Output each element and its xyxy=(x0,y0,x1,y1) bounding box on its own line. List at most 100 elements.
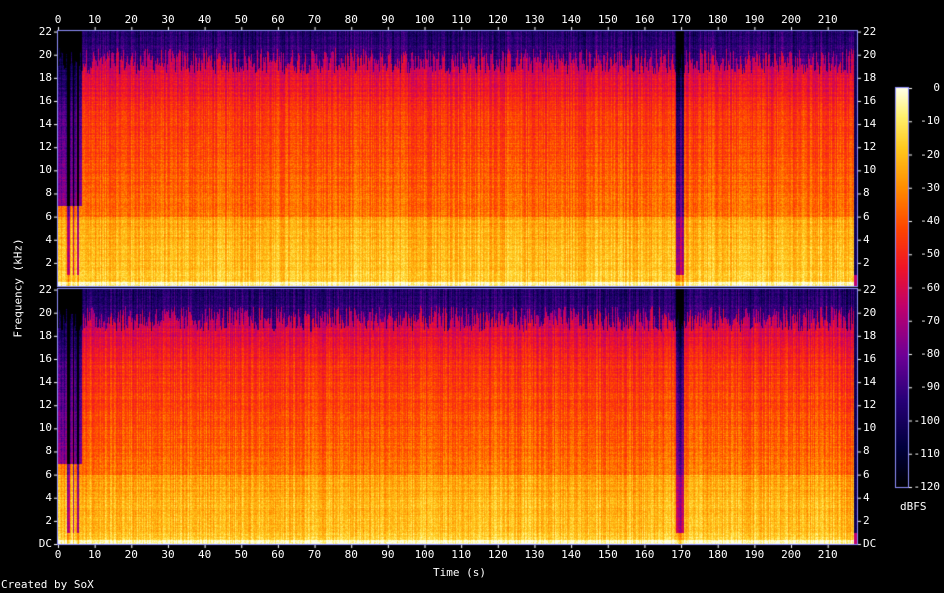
y-tick-label-left: 4 xyxy=(45,490,52,504)
x-tick-label-bottom: 80 xyxy=(344,548,358,561)
x-tick-label-top: 120 xyxy=(487,13,508,26)
y-tick-label-left: 2 xyxy=(45,513,52,527)
y-tick-label-left: 4 xyxy=(45,232,52,246)
y-tick-label-right: 6 xyxy=(863,467,870,481)
x-tick-label-bottom: 90 xyxy=(381,548,395,561)
y-tick-label-right: 8 xyxy=(863,186,870,200)
x-tick-label-top: 180 xyxy=(707,13,728,26)
y-tick-label-right: 10 xyxy=(863,421,877,435)
colorbar-tick-label: -100 xyxy=(913,413,941,427)
x-tick-label-bottom: 40 xyxy=(197,548,212,561)
x-tick-label-top: 50 xyxy=(234,13,248,26)
y-tick-label-right: 10 xyxy=(863,163,877,177)
y-tick-label-right: 20 xyxy=(863,47,877,61)
x-tick-label-top: 200 xyxy=(781,13,801,26)
x-axis-label: Time (s) xyxy=(433,566,486,579)
y-tick-label-left: 10 xyxy=(38,421,52,435)
colorbar-tick-label: -30 xyxy=(920,180,940,194)
x-tick-label-top: 210 xyxy=(817,13,838,26)
x-tick-label-bottom: 10 xyxy=(88,548,102,561)
colorbar-tick-label: -50 xyxy=(920,247,940,261)
y-tick-label-left: 8 xyxy=(45,186,52,200)
x-tick-label-top: 80 xyxy=(344,13,358,26)
y-tick-label-left: 22 xyxy=(38,24,52,38)
y-tick-label-right: 2 xyxy=(863,255,870,269)
y-tick-label-right: 22 xyxy=(863,24,877,38)
x-tick-label-bottom: 50 xyxy=(234,548,248,561)
x-tick-label-bottom: 20 xyxy=(124,548,138,561)
x-tick-label-bottom: 180 xyxy=(707,548,728,561)
x-tick-label-bottom: 200 xyxy=(781,548,801,561)
x-tick-label-top: 160 xyxy=(634,13,655,26)
y-tick-label-left: 6 xyxy=(45,467,52,481)
y-tick-label-left: 14 xyxy=(38,117,52,131)
x-tick-label-bottom: 70 xyxy=(307,548,322,561)
x-tick-label-top: 190 xyxy=(744,13,765,26)
y-tick-label-left: 12 xyxy=(38,140,52,154)
x-tick-label-bottom: 0 xyxy=(54,548,62,561)
x-tick-label-bottom: 120 xyxy=(487,548,508,561)
x-tick-label-top: 90 xyxy=(381,13,395,26)
y-tick-label-right: 6 xyxy=(863,209,870,223)
y-tick-label-right: 18 xyxy=(863,328,877,342)
colorbar-tick-label: -40 xyxy=(920,214,940,227)
y-tick-label-left: DC xyxy=(38,537,52,550)
colorbar-unit: dBFS xyxy=(900,500,927,513)
x-tick-label-bottom: 30 xyxy=(161,548,175,561)
y-tick-label-right: 8 xyxy=(863,444,870,458)
colorbar-tick-label: -110 xyxy=(913,446,941,460)
y-tick-label-left: 20 xyxy=(38,305,52,319)
colorbar-tick-label: -120 xyxy=(913,480,941,493)
y-tick-label-left: 8 xyxy=(45,444,52,458)
y-tick-label-right: 4 xyxy=(863,490,870,504)
y-tick-label-right: 16 xyxy=(863,93,877,107)
x-tick-label-bottom: 170 xyxy=(671,548,691,561)
y-tick-label-right: 2 xyxy=(863,513,870,527)
x-tick-label-bottom: 130 xyxy=(524,548,545,561)
x-tick-label-top: 10 xyxy=(88,13,102,26)
x-tick-label-bottom: 150 xyxy=(597,548,618,561)
x-tick-label-top: 70 xyxy=(307,13,322,26)
y-tick-label-left: 20 xyxy=(38,47,52,61)
x-tick-label-bottom: 110 xyxy=(451,548,472,561)
colorbar-tick-label: -20 xyxy=(920,147,940,161)
y-tick-label-right: 12 xyxy=(863,140,877,154)
y-tick-label-left: 18 xyxy=(38,70,52,84)
x-tick-label-top: 110 xyxy=(451,13,472,26)
x-tick-label-top: 40 xyxy=(197,13,212,26)
x-tick-label-bottom: 100 xyxy=(414,548,435,561)
x-tick-label-bottom: 60 xyxy=(271,548,285,561)
y-tick-label-right: 12 xyxy=(863,398,877,412)
x-tick-label-top: 20 xyxy=(124,13,138,26)
y-tick-label-left: 16 xyxy=(38,93,52,107)
credit-text: Created by SoX xyxy=(1,578,94,591)
y-tick-label-right: 14 xyxy=(863,117,877,131)
x-tick-label-top: 60 xyxy=(271,13,285,26)
x-tick-label-bottom: 210 xyxy=(817,548,838,561)
x-tick-label-bottom: 190 xyxy=(744,548,765,561)
y-tick-label-right: DC xyxy=(863,537,877,550)
y-tick-label-right: 4 xyxy=(863,232,870,246)
colorbar-tick-label: -90 xyxy=(920,380,940,394)
y-tick-label-right: 22 xyxy=(863,282,877,296)
y-tick-label-left: 12 xyxy=(38,398,52,412)
y-tick-label-right: 14 xyxy=(863,375,877,389)
y-tick-label-left: 10 xyxy=(38,163,52,177)
x-tick-label-top: 0 xyxy=(54,13,62,26)
colorbar-tick-label: -10 xyxy=(920,114,940,128)
x-tick-label-top: 30 xyxy=(161,13,175,26)
y-tick-label-left: 18 xyxy=(38,328,52,342)
x-tick-label-top: 170 xyxy=(671,13,691,26)
colorbar-tick-label: -70 xyxy=(920,313,940,327)
x-tick-label-bottom: 140 xyxy=(561,548,582,561)
x-tick-label-top: 140 xyxy=(561,13,582,26)
x-tick-label-bottom: 160 xyxy=(634,548,655,561)
y-tick-label-right: 20 xyxy=(863,305,877,319)
y-tick-label-left: 16 xyxy=(38,351,52,365)
colorbar-tick-label: -80 xyxy=(920,347,940,360)
y-tick-label-left: 6 xyxy=(45,209,52,223)
y-axis-label: Frequency (kHz) xyxy=(11,238,25,338)
y-tick-label-left: 14 xyxy=(38,375,52,389)
y-tick-label-left: 22 xyxy=(38,282,52,296)
